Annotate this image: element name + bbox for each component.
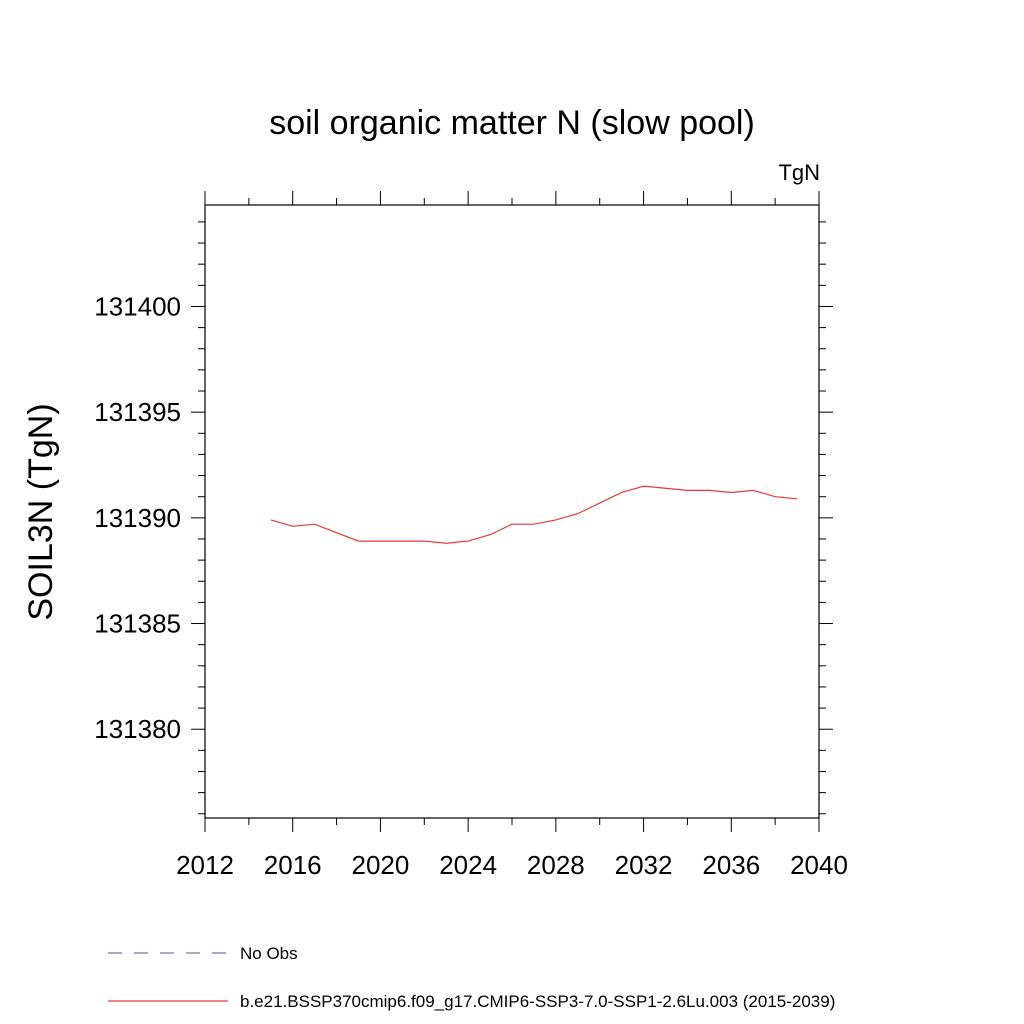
y-tick-label: 131395	[94, 397, 181, 427]
series-line	[270, 485, 798, 544]
x-tick-labels: 2012 2016 2020 2024 2028 2032 2036 2040	[176, 850, 848, 880]
y-tick-label: 131385	[94, 609, 181, 639]
units-label: TgN	[778, 160, 820, 185]
x-tick-label: 2032	[615, 850, 673, 880]
x-tick-label: 2040	[790, 850, 848, 880]
y-tick-label: 131390	[94, 503, 181, 533]
legend: No Obs b.e21.BSSP370cmip6.f09_g17.CMIP6-…	[108, 944, 835, 1011]
chart-title: soil organic matter N (slow pool)	[269, 104, 755, 142]
x-tick-label: 2036	[702, 850, 760, 880]
y-axis-label: SOIL3N (TgN)	[22, 403, 60, 620]
axis-ticks	[191, 191, 833, 832]
x-tick-label: 2020	[352, 850, 410, 880]
legend-label-model-run: b.e21.BSSP370cmip6.f09_g17.CMIP6-SSP3-7.…	[240, 992, 835, 1011]
x-tick-label: 2016	[264, 850, 322, 880]
y-tick-label: 131400	[94, 291, 181, 321]
x-tick-label: 2024	[439, 850, 497, 880]
y-tick-labels: 131380 131385 131390 131395 131400	[94, 291, 181, 744]
x-tick-label: 2012	[176, 850, 234, 880]
x-tick-label: 2028	[527, 850, 585, 880]
series-layer	[270, 485, 798, 544]
legend-label-no-obs: No Obs	[240, 944, 298, 963]
y-tick-label: 131380	[94, 714, 181, 744]
plot-frame	[204, 204, 820, 819]
